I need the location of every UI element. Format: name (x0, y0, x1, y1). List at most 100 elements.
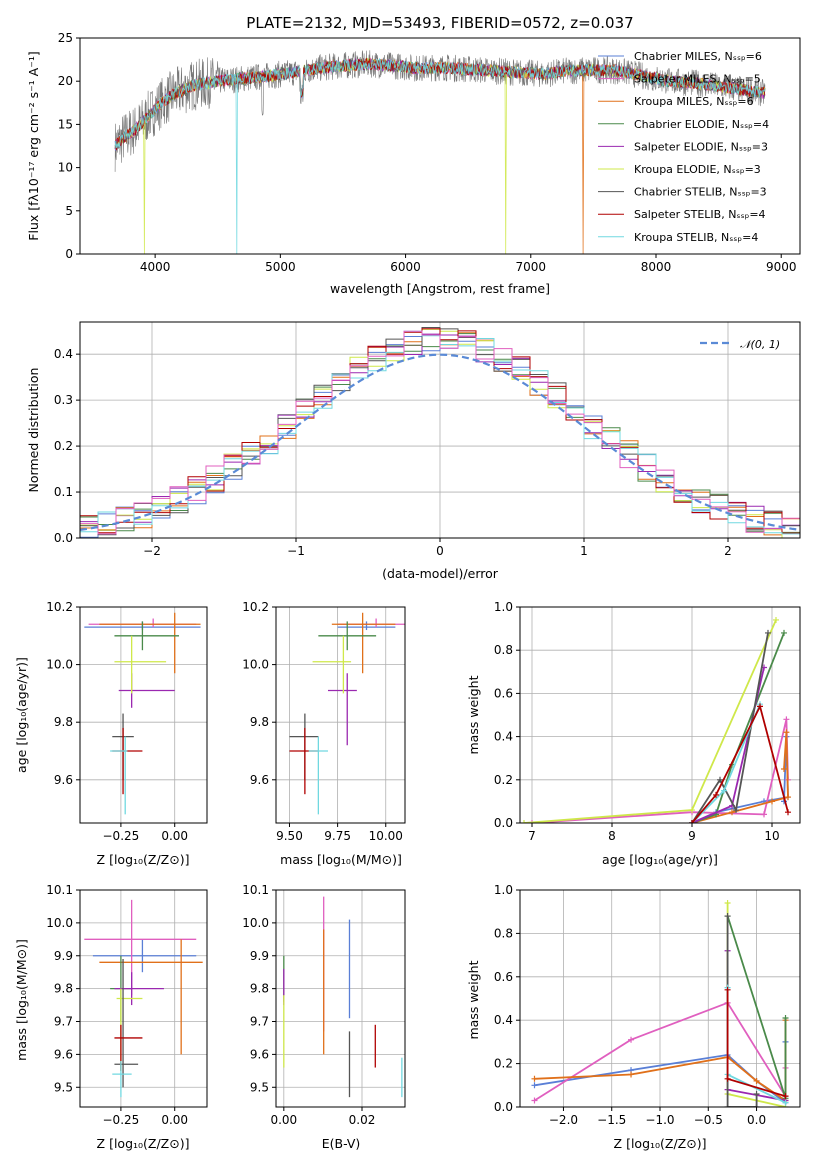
data-point-marker (783, 729, 790, 736)
massZ-ylabel: mass [log₁₀(M/M⊙)] (14, 939, 29, 1061)
grid (276, 889, 405, 1107)
y-tick-label: 5 (65, 204, 73, 218)
data-point-marker (531, 1082, 538, 1089)
axes-frame (275, 606, 406, 824)
x-tick-label: 7000 (516, 260, 547, 274)
x-tick-label: 8 (608, 829, 616, 843)
data-point-marker (733, 807, 739, 814)
x-tick-label: 9.50 (276, 829, 303, 843)
data-point-marker (785, 809, 791, 816)
x-tick-label: 4000 (140, 260, 171, 274)
y-tick-label: 0.2 (494, 773, 513, 787)
y-tick-label: 9.8 (54, 982, 73, 996)
y-tick-label: 20 (58, 74, 73, 88)
x-tick-label: −0.5 (694, 1113, 723, 1127)
y-tick-label: 10 (58, 161, 73, 175)
plot-area (114, 50, 766, 254)
data-point-marker (724, 900, 731, 907)
y-tick-label: 0.8 (494, 926, 513, 940)
data-point-marker (765, 629, 771, 636)
y-tick-label: 0.4 (54, 347, 73, 361)
age-vs-metallicity-panel: Z [log₁₀(Z/Z⊙)] age [log₁₀(age/yr)] −0.2… (14, 600, 208, 867)
residual-histogram-panel: (data-model)/error Normed distribution −… (26, 321, 801, 581)
y-tick-label: 9.7 (250, 1015, 269, 1029)
y-tick-label: 0.0 (494, 1100, 513, 1114)
y-tick-label: 9.6 (250, 773, 269, 787)
mwAge-ylabel: mass weight (466, 675, 481, 754)
residual-xlabel: (data-model)/error (382, 566, 499, 581)
x-tick-label: 5000 (265, 260, 296, 274)
data-point-marker (781, 629, 787, 636)
x-tick-label: −0.25 (103, 829, 140, 843)
y-tick-label: 0.6 (494, 970, 513, 984)
x-tick-label: 6000 (390, 260, 421, 274)
data-point-marker (753, 1090, 760, 1097)
y-tick-label: 10.0 (242, 916, 269, 930)
mass-vs-metallicity-panel: Z [log₁₀(Z/Z⊙)] mass [log₁₀(M/M⊙)] −0.25… (14, 883, 208, 1151)
x-tick-label: 0.0 (747, 1113, 766, 1127)
mass-weight-line-8 (691, 703, 789, 823)
x-tick-label: 0.00 (161, 1113, 188, 1127)
y-tick-label: 0.8 (494, 643, 513, 657)
data-point-marker (781, 766, 787, 772)
data-point-marker (689, 820, 695, 823)
x-tick-label: −2.0 (549, 1113, 578, 1127)
y-tick-label: 9.9 (54, 949, 73, 963)
legend-label: Kroupa STELIB, Nₛₛₚ=4 (634, 231, 758, 244)
x-tick-label: −1.5 (597, 1113, 626, 1127)
spectrum-panel: PLATE=2132, MJD=53493, FIBERID=0572, z=0… (26, 14, 801, 296)
y-tick-label: 0.0 (54, 531, 73, 545)
data-point-marker (782, 1093, 789, 1100)
age-vs-mass-panel: mass [log₁₀(M/M⊙)] 9.50 9.75 10.00 9.6 9.8 10… (242, 600, 406, 867)
data-point-marker (724, 986, 731, 993)
y-tick-label: 9.9 (250, 949, 269, 963)
axes-frame (519, 606, 801, 824)
plot-area (289, 612, 405, 815)
y-tick-label: 10.1 (46, 883, 73, 897)
data-point-marker (689, 807, 695, 814)
x-tick-label: 2 (724, 544, 732, 558)
y-tick-label: 10.0 (46, 916, 73, 930)
mwAge-xlabel: age [log₁₀(age/yr)] (602, 852, 718, 867)
data-point-marker (753, 1077, 760, 1084)
y-tick-label: 9.5 (250, 1080, 269, 1094)
x-tick-label: −1 (287, 544, 305, 558)
data-point-marker (628, 1036, 635, 1043)
plot-area (84, 899, 203, 1098)
plot-area (531, 900, 789, 1107)
y-tick-label: 10.2 (46, 600, 73, 614)
x-tick-label: 9 (688, 829, 696, 843)
data-point-marker (521, 820, 527, 823)
data-point-marker (529, 820, 535, 823)
y-tick-label: 25 (58, 31, 73, 45)
y-tick-label: 0.4 (494, 730, 513, 744)
grid (520, 606, 800, 824)
model-spectrum-line-8 (114, 57, 766, 254)
x-tick-label: 0 (436, 544, 444, 558)
data-point-marker (729, 809, 735, 816)
legend-label: Chabrier ELODIE, Nₛₛₚ=4 (634, 118, 769, 131)
x-tick-label: 7 (528, 829, 536, 843)
y-tick-label: 9.8 (250, 982, 269, 996)
y-tick-label: 0.2 (494, 1057, 513, 1071)
data-point-marker (782, 1015, 789, 1022)
y-tick-label: 9.6 (250, 1047, 269, 1061)
legend-label: Salpeter STELIB, Nₛₛₚ=4 (634, 208, 766, 221)
y-tick-label: 1.0 (494, 883, 513, 897)
x-tick-label: 9.75 (324, 829, 351, 843)
y-tick-label: 0.2 (54, 439, 73, 453)
data-point-marker (753, 1104, 760, 1107)
ageZ-ylabel: age [log₁₀(age/yr)] (14, 657, 29, 773)
x-tick-label: 8000 (641, 260, 672, 274)
data-point-marker (783, 716, 790, 723)
histogram-step-6 (80, 328, 800, 538)
residual-ylabel: Normed distribution (26, 368, 41, 493)
data-point-marker (773, 616, 779, 623)
massE-xlabel: E(B-V) (322, 1136, 361, 1151)
y-tick-label: 10.0 (46, 658, 73, 672)
data-point-marker (757, 703, 763, 710)
x-tick-label: −1.0 (645, 1113, 674, 1127)
legend-label: Kroupa ELODIE, Nₛₛₚ=3 (634, 163, 761, 176)
data-point-marker (713, 791, 719, 798)
